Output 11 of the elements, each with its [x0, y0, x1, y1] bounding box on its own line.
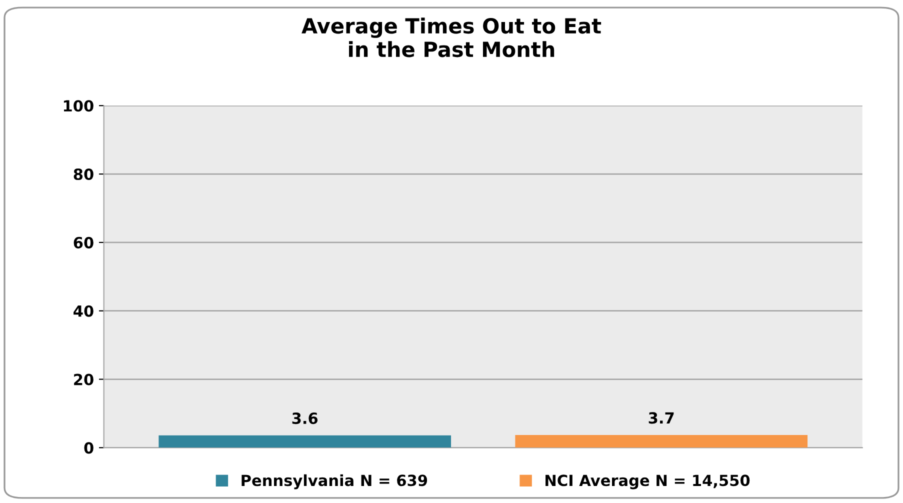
legend-label: NCI Average N = 14,550 — [546, 474, 750, 490]
y-tick-label: 100 — [64, 100, 94, 112]
y-tick-label: 40 — [74, 305, 94, 317]
chart-title: Average Times Out to Eat in the Past Month — [302, 18, 602, 58]
y-tick-label: 80 — [74, 168, 94, 180]
y-tick-label: 0 — [84, 442, 94, 454]
data-label: 3.7 — [648, 412, 674, 424]
y-tick-label: 20 — [74, 374, 94, 386]
data-label: 3.6 — [292, 412, 318, 424]
y-tick-label: 60 — [74, 236, 94, 248]
legend-label: Pennsylvania N = 639 — [242, 474, 428, 490]
